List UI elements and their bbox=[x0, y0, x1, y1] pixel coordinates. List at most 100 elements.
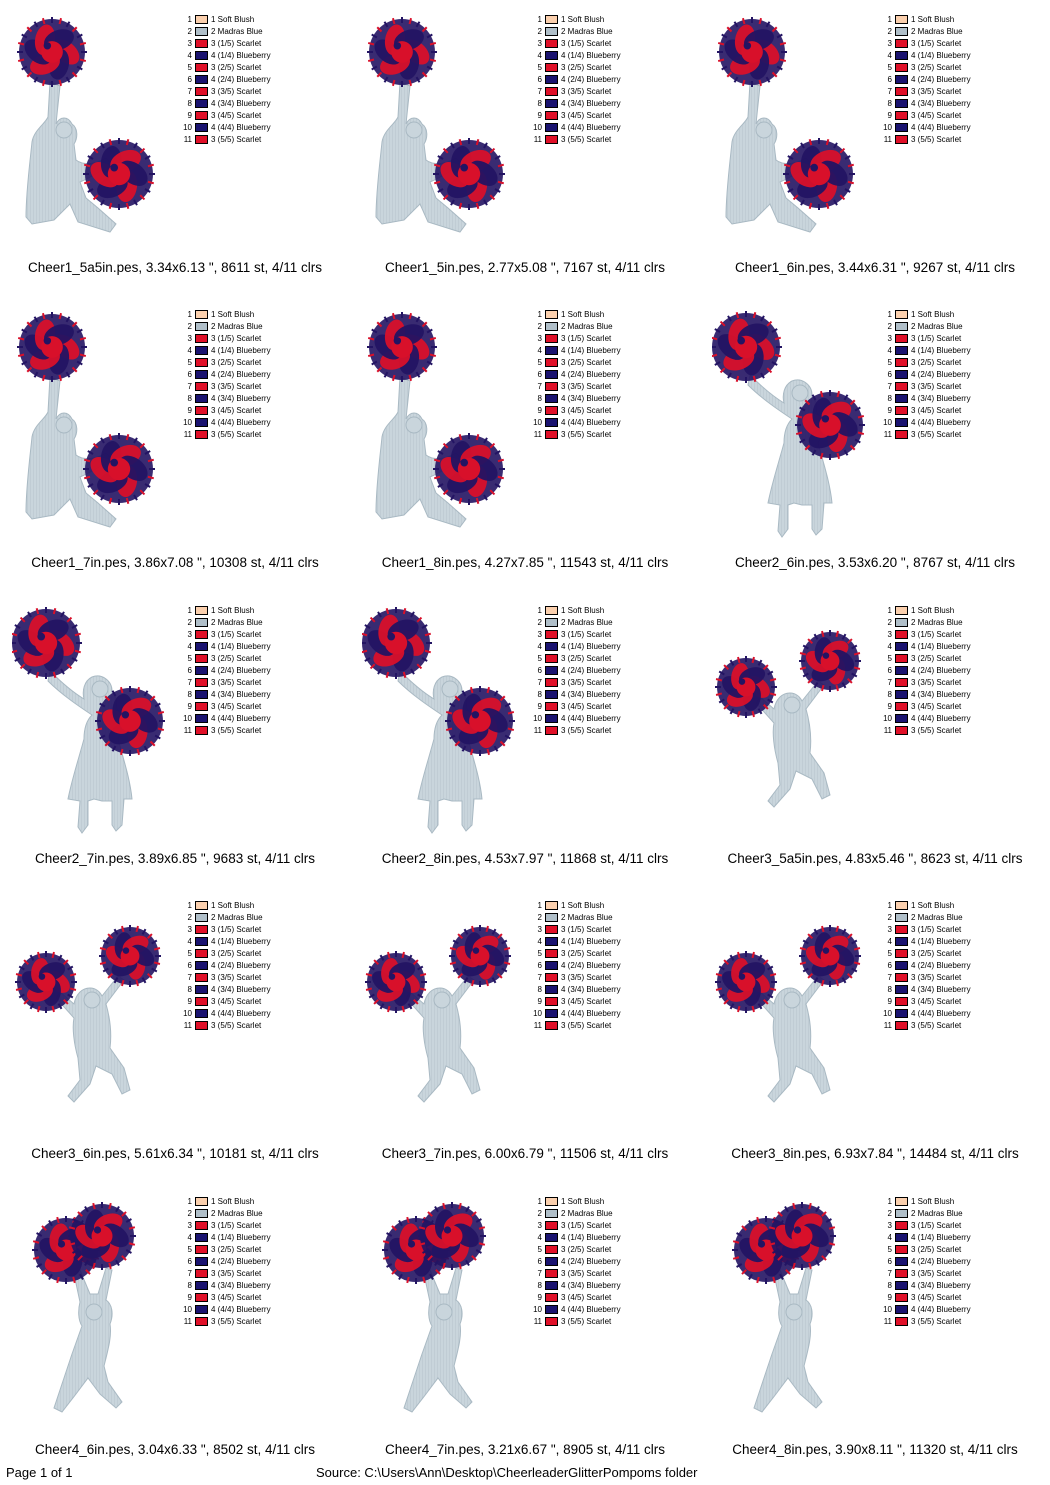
legend-label: 3 (1/5) Scarlet bbox=[211, 1221, 262, 1230]
legend-label: 1 Soft Blush bbox=[911, 15, 955, 24]
legend-label: 4 (4/4) Blueberry bbox=[911, 418, 971, 427]
color-swatch bbox=[195, 1209, 208, 1218]
legend-row: 8 4 (3/4) Blueberry bbox=[528, 984, 693, 996]
legend-label: 4 (1/4) Blueberry bbox=[561, 1233, 621, 1242]
legend-label: 1 Soft Blush bbox=[911, 1197, 955, 1206]
color-swatch bbox=[195, 642, 208, 651]
color-swatch bbox=[195, 123, 208, 132]
thread-color-legend: 1 1 Soft Blush 2 2 Madras Blue 3 3 (1/5) Scar… bbox=[178, 900, 343, 1032]
legend-label: 4 (4/4) Blueberry bbox=[211, 418, 271, 427]
legend-number: 3 bbox=[187, 925, 192, 934]
design-preview bbox=[17, 312, 155, 528]
legend-row: 5 3 (2/5) Scarlet bbox=[178, 357, 343, 369]
legend-row: 6 4 (2/4) Blueberry bbox=[528, 665, 693, 677]
color-swatch bbox=[895, 726, 908, 735]
legend-row: 10 4 (4/4) Blueberry bbox=[178, 122, 343, 134]
legend-row: 8 4 (3/4) Blueberry bbox=[178, 689, 343, 701]
color-swatch bbox=[545, 1305, 558, 1314]
color-swatch bbox=[195, 75, 208, 84]
color-swatch bbox=[895, 949, 908, 958]
color-swatch bbox=[895, 87, 908, 96]
legend-label: 4 (4/4) Blueberry bbox=[561, 1305, 621, 1314]
color-swatch bbox=[545, 997, 558, 1006]
legend-number: 8 bbox=[187, 690, 192, 699]
legend-label: 3 (4/5) Scarlet bbox=[911, 997, 962, 1006]
pompom-icon bbox=[795, 390, 865, 460]
color-swatch bbox=[895, 606, 908, 615]
legend-number: 4 bbox=[537, 937, 542, 946]
legend-label: 3 (1/5) Scarlet bbox=[561, 39, 612, 48]
legend-row: 4 4 (1/4) Blueberry bbox=[178, 50, 343, 62]
legend-row: 11 3 (5/5) Scarlet bbox=[178, 1020, 343, 1032]
legend-number: 8 bbox=[537, 690, 542, 699]
legend-label: 4 (2/4) Blueberry bbox=[911, 370, 971, 379]
legend-row: 8 4 (3/4) Blueberry bbox=[878, 393, 1043, 405]
legend-number: 5 bbox=[887, 1245, 892, 1254]
legend-number: 7 bbox=[887, 1269, 892, 1278]
head-shape bbox=[83, 991, 101, 1009]
legend-number: 6 bbox=[887, 1257, 892, 1266]
legend-number: 1 bbox=[187, 310, 192, 319]
legend-row: 3 3 (1/5) Scarlet bbox=[878, 1220, 1043, 1232]
legend-number: 2 bbox=[887, 1209, 892, 1218]
legend-number: 5 bbox=[887, 654, 892, 663]
color-swatch bbox=[195, 1317, 208, 1326]
legend-label: 4 (3/4) Blueberry bbox=[911, 985, 971, 994]
color-swatch bbox=[895, 1269, 908, 1278]
legend-label: 2 Madras Blue bbox=[911, 913, 963, 922]
color-swatch bbox=[545, 123, 558, 132]
legend-number: 10 bbox=[883, 1009, 892, 1018]
legend-number: 3 bbox=[537, 334, 542, 343]
legend-number: 10 bbox=[533, 1009, 542, 1018]
legend-number: 4 bbox=[537, 346, 542, 355]
color-swatch bbox=[195, 430, 208, 439]
legend-label: 3 (2/5) Scarlet bbox=[911, 358, 962, 367]
legend-label: 4 (3/4) Blueberry bbox=[561, 1281, 621, 1290]
legend-number: 3 bbox=[887, 39, 892, 48]
legend-number: 1 bbox=[537, 310, 542, 319]
design-cell: 1 1 Soft Blush 2 2 Madras Blue 3 3 (1/5) Scar… bbox=[700, 299, 1050, 594]
legend-number: 6 bbox=[187, 1257, 192, 1266]
color-swatch bbox=[545, 1221, 558, 1230]
thread-color-legend: 1 1 Soft Blush 2 2 Madras Blue 3 3 (1/5) Scar… bbox=[878, 605, 1043, 737]
legend-number: 11 bbox=[533, 1021, 542, 1030]
color-swatch bbox=[195, 39, 208, 48]
color-swatch bbox=[195, 334, 208, 343]
color-swatch bbox=[895, 690, 908, 699]
legend-number: 2 bbox=[537, 1209, 542, 1218]
legend-number: 10 bbox=[533, 1305, 542, 1314]
color-swatch bbox=[895, 642, 908, 651]
legend-number: 2 bbox=[537, 322, 542, 331]
legend-number: 6 bbox=[187, 961, 192, 970]
legend-label: 1 Soft Blush bbox=[911, 310, 955, 319]
legend-label: 3 (5/5) Scarlet bbox=[211, 430, 262, 439]
pompom-icon bbox=[367, 312, 437, 382]
legend-number: 7 bbox=[537, 678, 542, 687]
color-swatch bbox=[895, 714, 908, 723]
legend-number: 6 bbox=[187, 75, 192, 84]
legend-number: 6 bbox=[537, 1257, 542, 1266]
color-swatch bbox=[545, 51, 558, 60]
color-swatch bbox=[545, 702, 558, 711]
head-shape bbox=[783, 991, 801, 1009]
design-cell: 1 1 Soft Blush 2 2 Madras Blue 3 3 (1/5) Scar… bbox=[350, 1186, 700, 1481]
legend-number: 5 bbox=[187, 654, 192, 663]
legend-number: 3 bbox=[887, 630, 892, 639]
color-swatch bbox=[545, 985, 558, 994]
color-swatch bbox=[195, 99, 208, 108]
legend-row: 4 4 (1/4) Blueberry bbox=[878, 1232, 1043, 1244]
legend-number: 5 bbox=[537, 358, 542, 367]
design-preview bbox=[12, 607, 165, 834]
legend-row: 11 3 (5/5) Scarlet bbox=[878, 1020, 1043, 1032]
legend-label: 4 (1/4) Blueberry bbox=[561, 51, 621, 60]
legend-row: 3 3 (1/5) Scarlet bbox=[528, 1220, 693, 1232]
color-swatch bbox=[195, 714, 208, 723]
legend-row: 11 3 (5/5) Scarlet bbox=[178, 1316, 343, 1328]
color-swatch bbox=[545, 418, 558, 427]
legend-number: 3 bbox=[887, 925, 892, 934]
legend-label: 1 Soft Blush bbox=[211, 606, 255, 615]
legend-row: 6 4 (2/4) Blueberry bbox=[178, 960, 343, 972]
design-caption: Cheer1_5in.pes, 2.77x5.08 ", 7167 st, 4/… bbox=[385, 260, 665, 275]
legend-number: 1 bbox=[887, 901, 892, 910]
design-preview bbox=[367, 312, 505, 528]
